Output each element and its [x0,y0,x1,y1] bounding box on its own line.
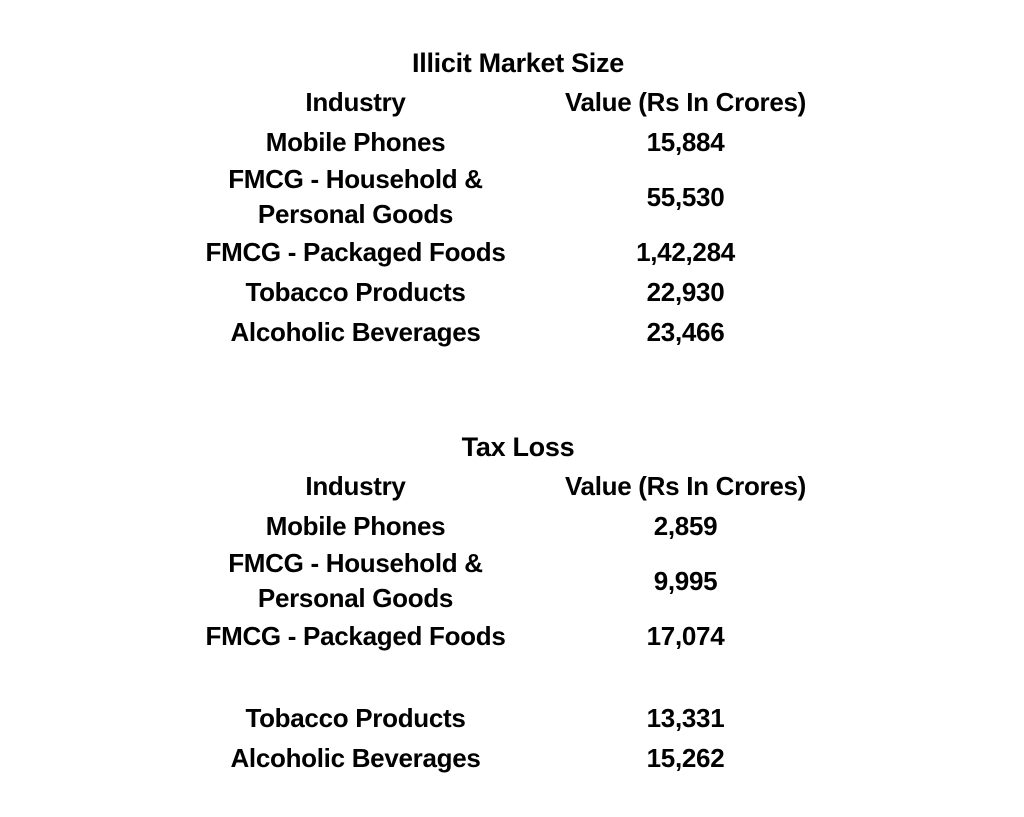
industry-cell: Mobile Phones [265,126,446,157]
industry-cell: FMCG - Household & Personal Goods [228,164,483,229]
table-row: Tobacco Products 22,930 [188,272,848,312]
industry-cell: Tobacco Products [245,276,466,307]
table-row: FMCG - Household & Personal Goods 55,530 [188,162,848,232]
table-row: Mobile Phones 15,884 [188,122,848,162]
table-row: FMCG - Household & Personal Goods 9,995 [188,546,848,616]
table-title: Tax Loss [461,432,575,462]
table-row: Alcoholic Beverages 15,262 [188,738,848,778]
table-row: Mobile Phones 2,859 [188,506,848,546]
industry-cell: FMCG - Packaged Foods [205,620,506,651]
table-row: Alcoholic Beverages 23,466 [188,312,848,352]
column-header-value: Value (Rs In Crores) [564,86,807,117]
table-header-row: Industry Value (Rs In Crores) [188,82,848,122]
table-header-row: Industry Value (Rs In Crores) [188,466,848,506]
industry-cell: Tobacco Products [245,702,466,733]
value-cell: 15,262 [646,742,725,773]
industry-cell: FMCG - Household & Personal Goods [228,548,483,613]
table-title: Illicit Market Size [412,48,624,78]
value-cell: 15,884 [646,126,725,157]
illicit-market-size-table: Illicit Market Size Industry Value (Rs I… [188,44,848,352]
blank-row-divider [188,656,848,698]
value-cell: 22,930 [646,276,725,307]
table-row: FMCG - Packaged Foods 1,42,284 [188,232,848,272]
value-cell: 17,074 [646,620,725,651]
value-cell: 23,466 [646,316,725,347]
value-cell: 13,331 [646,702,725,733]
industry-cell: Alcoholic Beverages [230,742,481,773]
industry-cell: Mobile Phones [265,510,446,541]
column-header-industry: Industry [305,86,406,117]
column-header-value: Value (Rs In Crores) [564,470,807,501]
value-cell: 1,42,284 [636,236,735,267]
tax-loss-table: Tax Loss Industry Value (Rs In Crores) M… [188,428,848,778]
value-cell: 2,859 [653,510,718,541]
table-row: Tobacco Products 13,331 [188,698,848,738]
value-cell: 55,530 [646,181,725,212]
value-cell: 9,995 [653,565,718,596]
column-header-industry: Industry [305,470,406,501]
table-row: FMCG - Packaged Foods 17,074 [188,616,848,656]
industry-cell: FMCG - Packaged Foods [205,236,506,267]
industry-cell: Alcoholic Beverages [230,316,481,347]
